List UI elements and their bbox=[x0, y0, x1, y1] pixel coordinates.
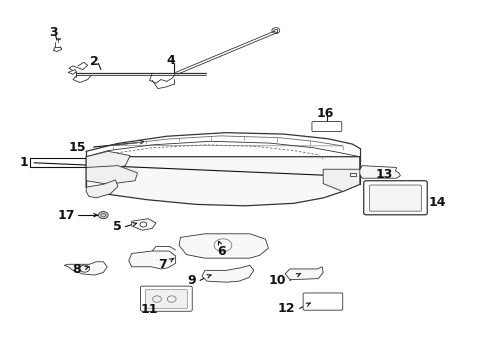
Text: 1: 1 bbox=[20, 156, 28, 169]
Text: 8: 8 bbox=[72, 263, 81, 276]
Polygon shape bbox=[285, 267, 323, 280]
Circle shape bbox=[98, 212, 108, 219]
Polygon shape bbox=[202, 265, 254, 282]
Text: 9: 9 bbox=[188, 274, 196, 287]
Text: 7: 7 bbox=[159, 258, 167, 271]
Text: 2: 2 bbox=[90, 55, 99, 68]
Text: 16: 16 bbox=[317, 107, 334, 120]
Text: 10: 10 bbox=[269, 274, 287, 287]
Polygon shape bbox=[129, 251, 175, 269]
Text: 15: 15 bbox=[69, 140, 86, 153]
Polygon shape bbox=[64, 262, 107, 275]
FancyBboxPatch shape bbox=[146, 290, 187, 309]
Text: 5: 5 bbox=[113, 220, 122, 233]
Text: 3: 3 bbox=[49, 27, 58, 40]
Polygon shape bbox=[86, 180, 118, 198]
Text: 17: 17 bbox=[57, 209, 75, 222]
Polygon shape bbox=[68, 69, 76, 74]
Text: 6: 6 bbox=[217, 244, 226, 257]
Polygon shape bbox=[358, 166, 400, 178]
Polygon shape bbox=[86, 151, 130, 171]
FancyBboxPatch shape bbox=[364, 181, 427, 215]
Text: 4: 4 bbox=[167, 54, 175, 67]
FancyBboxPatch shape bbox=[141, 286, 192, 311]
Polygon shape bbox=[132, 219, 156, 230]
Text: 14: 14 bbox=[428, 196, 446, 209]
Text: 12: 12 bbox=[277, 302, 295, 315]
FancyBboxPatch shape bbox=[303, 293, 343, 310]
Polygon shape bbox=[323, 169, 360, 192]
Text: 11: 11 bbox=[141, 303, 158, 316]
Polygon shape bbox=[86, 166, 138, 184]
Text: 13: 13 bbox=[376, 168, 393, 181]
FancyBboxPatch shape bbox=[312, 122, 342, 132]
FancyBboxPatch shape bbox=[369, 185, 421, 211]
Polygon shape bbox=[179, 234, 269, 258]
Polygon shape bbox=[86, 157, 360, 206]
Bar bbox=[350, 173, 356, 176]
